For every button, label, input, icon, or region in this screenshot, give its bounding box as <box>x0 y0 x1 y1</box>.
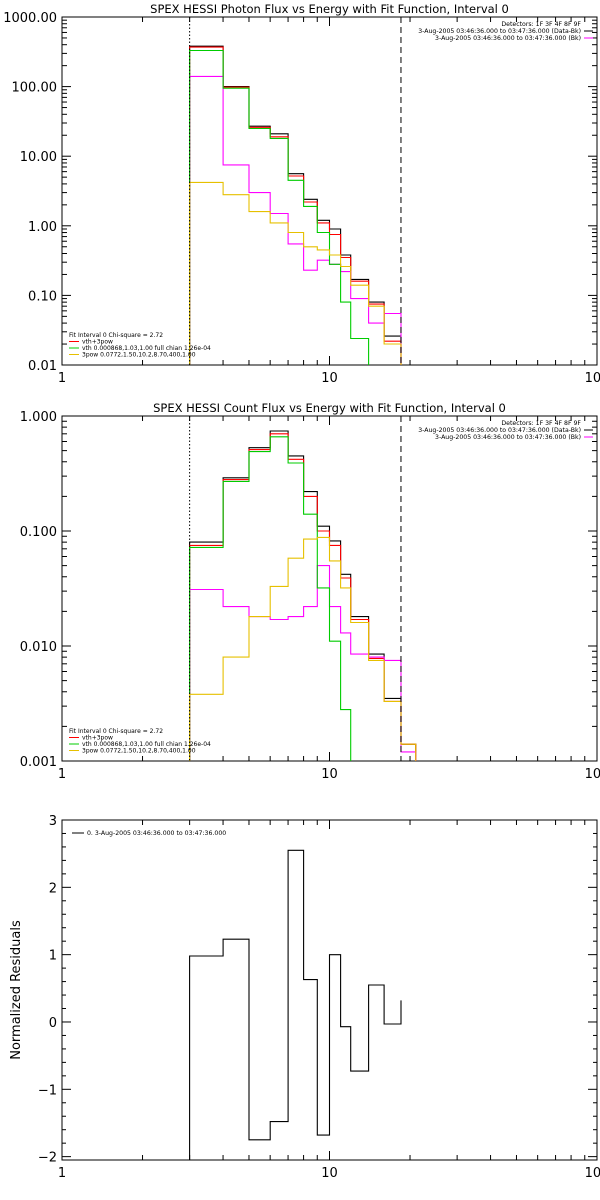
series-Bk <box>189 75 402 365</box>
series-residuals <box>189 849 402 1160</box>
x-tick-label: 10 <box>321 371 338 386</box>
y-tick-label: −1 <box>38 1083 57 1098</box>
y-tick-label: 2 <box>49 881 57 896</box>
y-tick-label: 1.00 <box>28 220 57 235</box>
plot-area <box>189 430 417 761</box>
y-tick-label: 0.10 <box>28 289 57 304</box>
series-3pow <box>189 536 417 761</box>
fit-legend-line: vth+3pow <box>82 339 113 346</box>
legend-label: 0. 3-Aug-2005 03:46:36.000 to 03:47:36.0… <box>87 830 226 837</box>
chart-title: SPEX HESSI Count Flux vs Energy with Fit… <box>153 401 506 415</box>
y-tick-label: 0 <box>49 1016 57 1031</box>
info-line: 3-Aug-2005 03:46:36.000 to 03:47:36.000 … <box>435 35 581 42</box>
x-tick-label: 100 <box>585 371 600 386</box>
series-vth <box>189 49 370 365</box>
fit-legend-line: vth 0.000868,1.03,1.00 full chian 1.26e-… <box>82 345 211 352</box>
x-tick-label: 1 <box>58 767 66 782</box>
y-tick-label: 100.00 <box>12 81 58 96</box>
info-line: Detectors: 1F 3F 4F 8F 9F <box>501 420 581 427</box>
y-tick-label: 0.01 <box>28 359 57 374</box>
info-line: 3-Aug-2005 03:46:36.000 to 03:47:36.000 … <box>418 427 581 434</box>
plot-area <box>189 849 402 1160</box>
y-tick-label: 0.001 <box>20 755 57 770</box>
fit-legend-line: 3pow 0.0772,1.50,10.2,8.70,400,1.00 <box>82 748 196 755</box>
series-Bk <box>189 565 417 761</box>
series-vth <box>189 436 352 761</box>
y-axis-label: Normalized Residuals <box>9 920 24 1060</box>
fit-legend-line: 3pow 0.0772,1.50,10.2,8.70,400,1.00 <box>82 352 196 359</box>
plot-area <box>189 45 402 365</box>
info-line: 3-Aug-2005 03:46:36.000 to 03:47:36.000 … <box>418 28 581 35</box>
chart-1: SPEX HESSI Count Flux vs Energy with Fit… <box>20 401 600 782</box>
y-tick-label: −2 <box>38 1151 57 1166</box>
fit-legend-line: Fit Interval 0 Chi-square = 2.72 <box>69 728 163 735</box>
x-tick-label: 100 <box>585 767 600 782</box>
x-tick-label: 100 <box>585 1166 600 1181</box>
info-line: Detectors: 1F 3F 4F 8F 9F <box>501 21 581 28</box>
fit-legend-line: Fit Interval 0 Chi-square = 2.72 <box>69 332 163 339</box>
fit-legend-line: vth+3pow <box>82 735 113 742</box>
y-tick-label: 3 <box>49 814 57 829</box>
x-tick-label: 10 <box>321 1166 338 1181</box>
y-tick-label: 1 <box>49 949 57 964</box>
axes-frame <box>61 16 598 366</box>
y-tick-label: 1.000 <box>20 410 57 425</box>
series-3pow <box>189 181 402 365</box>
y-tick-label: 0.010 <box>20 640 57 655</box>
chart-title: SPEX HESSI Photon Flux vs Energy with Fi… <box>150 2 509 16</box>
x-tick-label: 1 <box>58 1166 66 1181</box>
x-tick-label: 1 <box>58 371 66 386</box>
y-tick-label: 0.100 <box>20 525 57 540</box>
chart-0: SPEX HESSI Photon Flux vs Energy with Fi… <box>3 2 600 386</box>
x-tick-label: 10 <box>321 767 338 782</box>
fit-legend-line: vth 0.000868,1.03,1.00 full chian 1.26e-… <box>82 741 211 748</box>
info-line: 3-Aug-2005 03:46:36.000 to 03:47:36.000 … <box>435 434 581 441</box>
y-tick-label: 1000.00 <box>3 11 57 26</box>
y-tick-label: 10.00 <box>20 150 57 165</box>
